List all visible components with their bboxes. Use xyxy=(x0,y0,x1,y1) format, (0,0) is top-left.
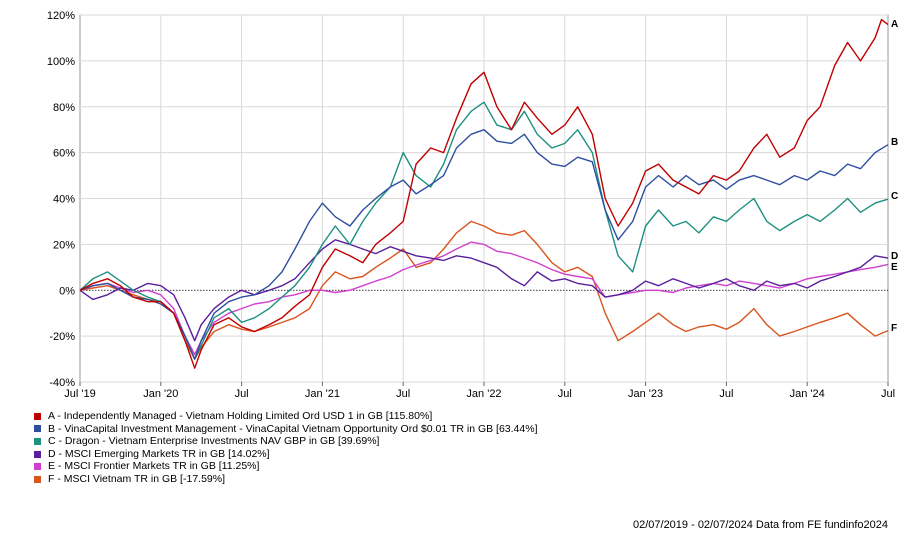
legend-item-a: A - Independently Managed - Vietnam Hold… xyxy=(34,410,538,423)
series-end-label-e: E xyxy=(891,262,898,273)
y-tick-label: -20% xyxy=(49,331,75,343)
performance-chart: 120% 100% 80% 60% 40% 20% 0% -20% -40% Jul '19 Ja… xyxy=(47,10,898,400)
legend-label: C - Dragon - Vietnam Enterprise Investme… xyxy=(48,435,380,448)
legend-item-d: D - MSCI Emerging Markets TR in GB [14.0… xyxy=(34,448,538,461)
series-end-label-f: F xyxy=(891,323,897,334)
legend-swatch xyxy=(34,425,41,433)
legend-swatch xyxy=(34,463,41,471)
legend-item-c: C - Dragon - Vietnam Enterprise Investme… xyxy=(34,435,538,448)
legend-swatch xyxy=(34,475,41,483)
legend-label: F - MSCI Vietnam TR in GB [-17.59%] xyxy=(48,472,226,485)
legend-swatch xyxy=(34,450,41,458)
y-tick-label: 80% xyxy=(53,102,75,114)
x-tick-label: Jul xyxy=(558,388,572,400)
grid-lines xyxy=(80,14,888,383)
x-axis: Jul '19 Jan '20 Jul Jan '21 Jul Jan '22 Jul Jan… xyxy=(64,382,895,400)
legend-swatch xyxy=(34,437,41,445)
x-tick-label: Jul xyxy=(235,388,249,400)
x-tick-label: Jul xyxy=(396,388,410,400)
y-tick-label: 40% xyxy=(53,194,75,206)
legend-item-b: B - VinaCapital Investment Management - … xyxy=(34,423,538,436)
legend-item-f: F - MSCI Vietnam TR in GB [-17.59%] xyxy=(34,473,538,486)
x-tick-label: Jan '23 xyxy=(628,388,663,400)
x-tick-label: Jul xyxy=(881,388,895,400)
footer-source: 02/07/2019 - 02/07/2024 Data from FE fun… xyxy=(632,519,888,531)
legend-label: E - MSCI Frontier Markets TR in GB [11.2… xyxy=(48,460,260,473)
legend-label: B - VinaCapital Investment Management - … xyxy=(48,422,538,435)
y-tick-label: 120% xyxy=(47,10,75,22)
series-end-labels: A B C DE F xyxy=(891,19,898,334)
legend-label: D - MSCI Emerging Markets TR in GB [14.0… xyxy=(48,447,270,460)
x-tick-label: Jan '20 xyxy=(143,388,178,400)
legend-swatch xyxy=(34,412,41,420)
chart-legend: A - Independently Managed - Vietnam Hold… xyxy=(34,410,538,486)
y-tick-label: -40% xyxy=(49,377,75,389)
series-line-d xyxy=(79,239,889,342)
series-end-label-d: D xyxy=(891,251,898,262)
series-end-label-a: A xyxy=(891,19,898,30)
y-axis: 120% 100% 80% 60% 40% 20% 0% -20% -40% xyxy=(47,10,75,389)
x-tick-label: Jul xyxy=(719,388,733,400)
y-tick-label: 100% xyxy=(47,56,75,68)
x-tick-label: Jan '22 xyxy=(466,388,501,400)
series-end-label-b: B xyxy=(891,137,898,148)
y-tick-label: 0% xyxy=(59,285,75,297)
legend-label: A - Independently Managed - Vietnam Hold… xyxy=(48,410,433,422)
series-line-b xyxy=(79,129,889,360)
y-tick-label: 20% xyxy=(53,239,75,251)
series-line-c xyxy=(79,101,889,360)
legend-item-e: E - MSCI Frontier Markets TR in GB [11.2… xyxy=(34,460,538,473)
x-tick-label: Jul '19 xyxy=(64,388,95,400)
y-tick-label: 60% xyxy=(53,148,75,160)
series-lines xyxy=(79,18,889,369)
x-tick-label: Jan '24 xyxy=(790,388,825,400)
series-line-a xyxy=(79,18,889,369)
series-end-label-c: C xyxy=(891,191,898,202)
x-tick-label: Jan '21 xyxy=(305,388,340,400)
